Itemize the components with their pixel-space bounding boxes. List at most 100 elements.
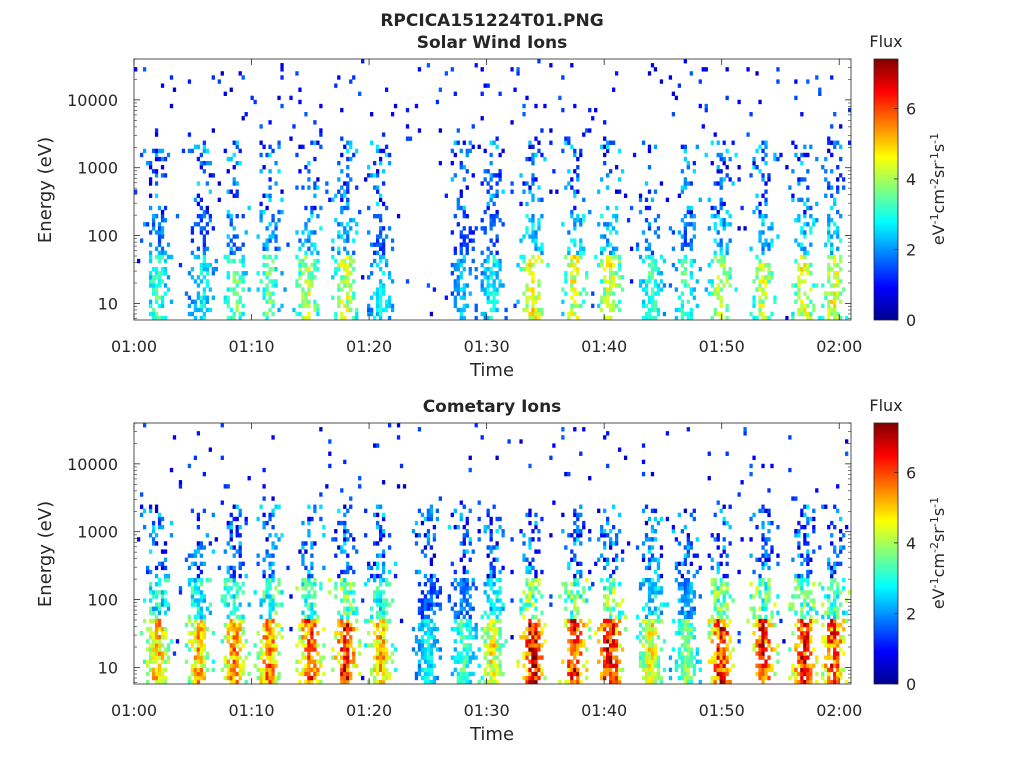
heatmap-cell [187,679,192,684]
heatmap-cell [764,262,768,268]
heatmap-cell [495,181,499,186]
heatmap-cell [364,508,368,514]
heatmap-cell [525,230,529,235]
y-tick-label: 100 [87,227,118,246]
heatmap-cell [477,663,481,668]
heatmap-cell [653,303,658,309]
heatmap-cell [653,279,658,284]
heatmap-cell [220,667,224,673]
heatmap-cell [770,275,774,280]
heatmap-cell [175,639,180,644]
heatmap-cell [761,463,765,469]
heatmap-cell [564,598,568,603]
heatmap-cell [154,602,159,607]
heatmap-cell [286,242,290,247]
heatmap-cell [307,246,311,251]
heatmap-cell [277,630,281,636]
heatmap-cell [349,177,353,182]
heatmap-cell [573,606,577,611]
heatmap-cell [471,246,475,251]
heatmap-cell [142,148,147,154]
heatmap-cell [381,569,386,575]
heatmap-cell [432,675,437,681]
heatmap-cell [680,189,684,194]
heatmap-cell [677,598,682,603]
heatmap-cell [830,254,834,260]
heatmap-cell [151,222,156,227]
heatmap-cell [698,594,702,599]
heatmap-cell [764,630,768,636]
heatmap-cell [791,311,795,317]
heatmap-cell [755,614,759,620]
heatmap-cell [764,561,768,567]
heatmap-cell [659,553,664,558]
heatmap-cell [719,242,723,247]
heatmap-cell [304,622,308,628]
heatmap-cell [459,315,463,320]
heatmap-cell [707,279,711,284]
heatmap-cell [836,283,840,288]
heatmap-cell [373,160,377,166]
heatmap-cell [349,295,353,300]
heatmap-cell [166,242,171,247]
heatmap-cell [426,541,431,546]
heatmap-cell [492,287,496,292]
heatmap-cell [265,622,269,628]
heatmap-cell [163,635,168,640]
heatmap-cell [343,205,347,211]
heatmap-cell [157,622,162,628]
heatmap-cell [603,144,607,150]
heatmap-cell [238,545,242,550]
heatmap-cell [259,504,263,509]
heatmap-cell [271,258,275,264]
heatmap-cell [316,630,320,636]
heatmap-cell [298,258,302,264]
heatmap-cell [683,618,687,624]
heatmap-cell [719,205,723,211]
heatmap-cell [576,524,580,530]
heatmap-cell [232,651,236,656]
heatmap-cell [689,275,693,280]
heatmap-cell [641,582,646,587]
heatmap-cell [432,602,437,607]
heatmap-cell [459,262,463,268]
heatmap-cell [375,291,380,296]
heatmap-cell [367,205,371,211]
heatmap-cell [770,242,774,247]
heatmap-cell [423,667,428,673]
heatmap-cell [483,524,487,530]
heatmap-cell [304,594,308,599]
heatmap-cell [812,283,816,288]
heatmap-cell [579,541,583,546]
heatmap-cell [157,234,162,239]
heatmap-cell [268,659,272,664]
heatmap-cell [453,569,457,575]
heatmap-cell [160,626,165,632]
heatmap-cell [710,140,714,145]
heatmap-cell [229,622,233,628]
heatmap-cell [307,504,311,509]
heatmap-cell [316,667,320,673]
heatmap-cell [465,303,469,309]
heatmap-cell [429,516,434,522]
heatmap-cell [154,128,159,133]
heatmap-cell [262,484,266,489]
heatmap-cell [319,205,323,211]
heatmap-cell [223,602,227,607]
heatmap-cell [390,246,395,251]
heatmap-cell [653,537,658,542]
heatmap-cell [492,303,496,309]
heatmap-cell [534,311,538,317]
x-tick-label: 02:00 [816,337,862,356]
heatmap-cell [381,533,386,538]
heatmap-cell [617,614,622,620]
heatmap-cell [725,622,729,628]
heatmap-cell [537,311,541,317]
heatmap-cell [761,262,765,268]
heatmap-cell [686,205,690,211]
heatmap-cell [298,266,302,272]
heatmap-cell [797,197,801,203]
heatmap-cell [492,643,496,648]
heatmap-cell [381,610,386,615]
heatmap-cell [531,262,535,268]
